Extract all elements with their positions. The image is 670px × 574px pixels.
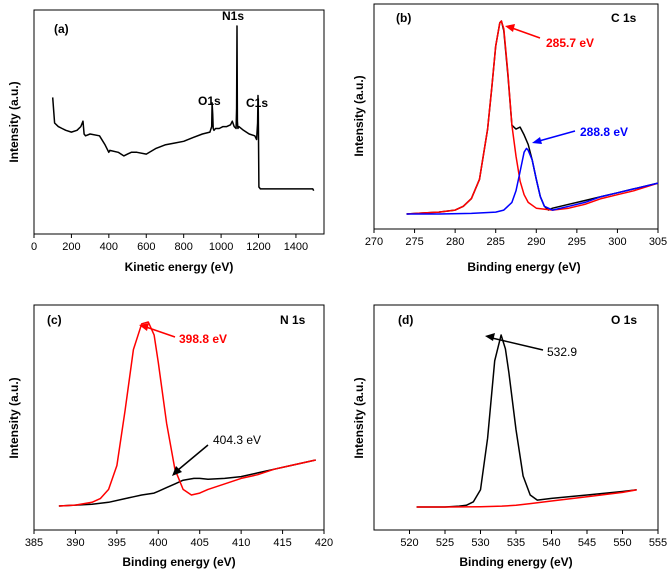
series-line-2 (406, 20, 659, 215)
panel-title: C 1s (611, 11, 637, 25)
x-tick-label: 525 (436, 537, 454, 549)
y-axis-label: Intensity (a.u.) (352, 377, 366, 458)
arrow-head (505, 24, 515, 32)
series-line-2 (58, 321, 316, 507)
x-tick-label: 400 (100, 241, 118, 253)
x-tick-label: 285 (487, 236, 505, 248)
peak-label-o1s: O1s (198, 94, 221, 108)
arrow-head (172, 466, 182, 476)
arrow-line (177, 444, 209, 471)
x-tick-label: 200 (62, 241, 80, 253)
x-tick-label: 600 (137, 241, 155, 253)
series-line-2 (416, 489, 637, 508)
x-axis-label: Kinetic energy (eV) (125, 260, 234, 274)
x-tick-label: 800 (174, 241, 192, 253)
plot-frame (33, 304, 325, 531)
arrow-line (538, 130, 576, 142)
x-axis-label: Binding energy (eV) (467, 260, 580, 274)
peak-label-n1s: N1s (222, 9, 244, 23)
series-group (406, 20, 659, 215)
x-tick-label: 0 (31, 241, 37, 253)
x-tick-label: 390 (66, 537, 84, 549)
x-tick-label: 415 (273, 537, 291, 549)
plot-frame (373, 304, 659, 531)
x-ticks: 385 390 395 400 405 410 415 420 (25, 530, 333, 549)
panel-title: N 1s (280, 313, 306, 327)
panel-c: (c) N 1s Intensity (a.u.) Binding energy… (7, 304, 333, 569)
x-tick-label: 290 (527, 236, 545, 248)
panel-title: O 1s (611, 313, 637, 327)
x-tick-label: 270 (365, 236, 383, 248)
annotations: 285.7 eV 288.8 eV (505, 24, 628, 144)
series-line-1 (58, 459, 316, 507)
y-axis-label: Intensity (a.u.) (352, 75, 366, 156)
series-group (51, 25, 315, 192)
x-tick-label: 395 (108, 537, 126, 549)
x-tick-label: 1200 (246, 241, 270, 253)
series-line-3 (406, 147, 659, 215)
x-tick-label: 280 (446, 236, 464, 248)
x-tick-label: 545 (578, 537, 596, 549)
annotations: O1s N1s C1s (198, 9, 268, 110)
panel-label: (b) (396, 11, 411, 25)
arrow-line (145, 326, 176, 338)
x-tick-label: 300 (608, 236, 626, 248)
x-tick-label: 405 (191, 537, 209, 549)
x-tick-label: 540 (542, 537, 560, 549)
x-tick-label: 410 (232, 537, 250, 549)
annotation-404-3: 404.3 eV (213, 433, 261, 447)
x-ticks: 0 200 400 600 800 1000 1200 1400 (31, 234, 308, 253)
panel-d: (d) O 1s Intensity (a.u.) Binding energy… (352, 304, 667, 569)
x-tick-label: 520 (400, 537, 418, 549)
x-ticks: 520 525 530 535 540 545 550 555 (400, 530, 667, 549)
x-axis-label: Binding energy (eV) (459, 555, 572, 569)
x-ticks: 270 275 280 285 290 295 300 305 (365, 229, 667, 248)
series-line-1 (406, 20, 659, 215)
x-tick-label: 420 (315, 537, 333, 549)
panel-b: (b) C 1s Intensity (a.u.) Binding energy… (352, 3, 667, 274)
x-tick-label: 550 (613, 537, 631, 549)
x-tick-label: 400 (149, 537, 167, 549)
x-tick-label: 1400 (284, 241, 308, 253)
x-tick-label: 305 (649, 236, 667, 248)
arrow-head (139, 323, 149, 331)
arrow-head (532, 137, 542, 144)
panel-label: (d) (398, 313, 413, 327)
panel-label: (c) (47, 313, 62, 327)
x-tick-label: 295 (568, 236, 586, 248)
x-tick-label: 535 (507, 537, 525, 549)
arrow-line (491, 337, 544, 351)
annotation-288-8: 288.8 eV (580, 125, 628, 139)
y-axis-label: Intensity (a.u.) (7, 81, 21, 162)
series-line-1 (416, 334, 637, 508)
series-group (58, 321, 316, 507)
panel-label: (a) (54, 22, 69, 36)
plot-frame (373, 3, 659, 230)
y-axis-label: Intensity (a.u.) (7, 377, 21, 458)
arrow-line (511, 27, 541, 39)
annotation-532-9: 532.9 (547, 345, 577, 359)
peak-label-c1s: C1s (246, 96, 268, 110)
annotations: 398.8 eV 404.3 eV (139, 323, 261, 476)
annotation-285-7: 285.7 eV (546, 36, 594, 50)
x-tick-label: 385 (25, 537, 43, 549)
annotations: 532.9 (485, 333, 577, 359)
series-line-1 (51, 25, 315, 192)
x-tick-label: 555 (649, 537, 667, 549)
plot-frame (33, 9, 325, 235)
arrow-head (485, 333, 495, 341)
annotation-398-8: 398.8 eV (179, 332, 227, 346)
x-tick-label: 275 (405, 236, 423, 248)
x-tick-label: 530 (471, 537, 489, 549)
panel-a: (a) Intensity (a.u.) Kinetic energy (eV)… (7, 9, 325, 274)
x-axis-label: Binding energy (eV) (122, 555, 235, 569)
x-tick-label: 1000 (209, 241, 233, 253)
series-group (416, 334, 637, 508)
